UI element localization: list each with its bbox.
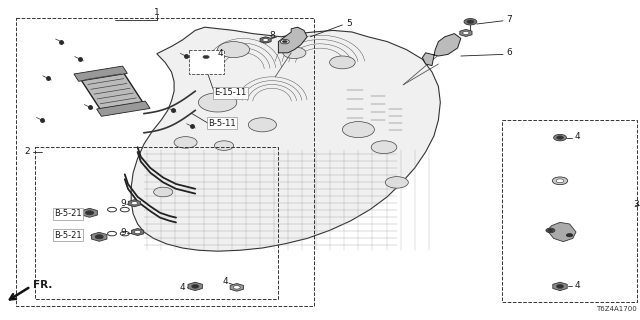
Polygon shape bbox=[128, 200, 141, 207]
Circle shape bbox=[280, 39, 289, 44]
Circle shape bbox=[546, 228, 555, 233]
Text: 9: 9 bbox=[120, 228, 125, 237]
Circle shape bbox=[95, 235, 103, 239]
Polygon shape bbox=[188, 282, 202, 291]
Circle shape bbox=[568, 234, 572, 236]
Circle shape bbox=[283, 47, 306, 59]
Circle shape bbox=[154, 187, 173, 197]
Text: 5: 5 bbox=[346, 19, 351, 28]
Circle shape bbox=[86, 211, 93, 215]
Text: 6: 6 bbox=[506, 48, 511, 57]
Text: 9: 9 bbox=[120, 199, 125, 208]
Text: 8: 8 bbox=[269, 31, 275, 40]
Polygon shape bbox=[260, 37, 271, 43]
Circle shape bbox=[218, 42, 250, 58]
Polygon shape bbox=[547, 222, 576, 242]
Circle shape bbox=[557, 136, 564, 139]
Polygon shape bbox=[278, 27, 307, 53]
Text: 4: 4 bbox=[223, 277, 228, 286]
Circle shape bbox=[385, 177, 408, 188]
Polygon shape bbox=[553, 282, 567, 291]
Circle shape bbox=[548, 229, 553, 232]
Circle shape bbox=[193, 285, 197, 287]
Text: 3: 3 bbox=[634, 200, 639, 209]
Polygon shape bbox=[460, 29, 472, 36]
Circle shape bbox=[556, 179, 564, 183]
Circle shape bbox=[342, 122, 374, 138]
Text: E-15-11: E-15-11 bbox=[214, 88, 246, 97]
Circle shape bbox=[282, 40, 287, 43]
Polygon shape bbox=[230, 284, 243, 291]
Polygon shape bbox=[422, 34, 461, 66]
Circle shape bbox=[191, 284, 199, 288]
Circle shape bbox=[262, 38, 269, 41]
Circle shape bbox=[552, 177, 568, 185]
Circle shape bbox=[260, 37, 271, 43]
Bar bbox=[74, 66, 127, 81]
Text: B-5-11: B-5-11 bbox=[208, 119, 236, 128]
Text: 4: 4 bbox=[575, 132, 580, 141]
Text: B-5-21: B-5-21 bbox=[54, 209, 82, 218]
Text: T6Z4A1700: T6Z4A1700 bbox=[596, 306, 637, 312]
Circle shape bbox=[86, 211, 93, 215]
Circle shape bbox=[467, 20, 474, 23]
Circle shape bbox=[95, 235, 103, 239]
Circle shape bbox=[200, 54, 212, 60]
Circle shape bbox=[566, 234, 573, 237]
Circle shape bbox=[234, 286, 240, 289]
Text: 4: 4 bbox=[180, 283, 185, 292]
Text: 4: 4 bbox=[575, 281, 580, 290]
Text: 1: 1 bbox=[154, 8, 159, 17]
Circle shape bbox=[203, 55, 209, 59]
Text: 7: 7 bbox=[506, 15, 511, 24]
Circle shape bbox=[88, 212, 92, 214]
Bar bbox=[97, 101, 150, 116]
Circle shape bbox=[464, 19, 477, 25]
Circle shape bbox=[557, 285, 563, 288]
Circle shape bbox=[263, 39, 268, 41]
Polygon shape bbox=[131, 228, 144, 236]
Polygon shape bbox=[131, 27, 440, 251]
Text: 2: 2 bbox=[24, 148, 29, 156]
Circle shape bbox=[556, 284, 564, 288]
Circle shape bbox=[371, 141, 397, 154]
Circle shape bbox=[192, 285, 198, 288]
Text: B-5-21: B-5-21 bbox=[54, 231, 82, 240]
Circle shape bbox=[463, 31, 469, 35]
Circle shape bbox=[248, 118, 276, 132]
Circle shape bbox=[134, 230, 141, 234]
Circle shape bbox=[558, 285, 562, 287]
Polygon shape bbox=[92, 232, 107, 241]
Circle shape bbox=[174, 137, 197, 148]
Bar bbox=[189, 50, 224, 74]
Circle shape bbox=[330, 56, 355, 69]
Circle shape bbox=[198, 93, 237, 112]
Polygon shape bbox=[82, 208, 97, 217]
Text: 4: 4 bbox=[218, 49, 223, 58]
Circle shape bbox=[214, 141, 234, 150]
Circle shape bbox=[97, 236, 101, 238]
Bar bbox=[79, 70, 145, 112]
Text: FR.: FR. bbox=[33, 280, 52, 291]
Circle shape bbox=[131, 202, 138, 205]
Circle shape bbox=[554, 134, 566, 141]
